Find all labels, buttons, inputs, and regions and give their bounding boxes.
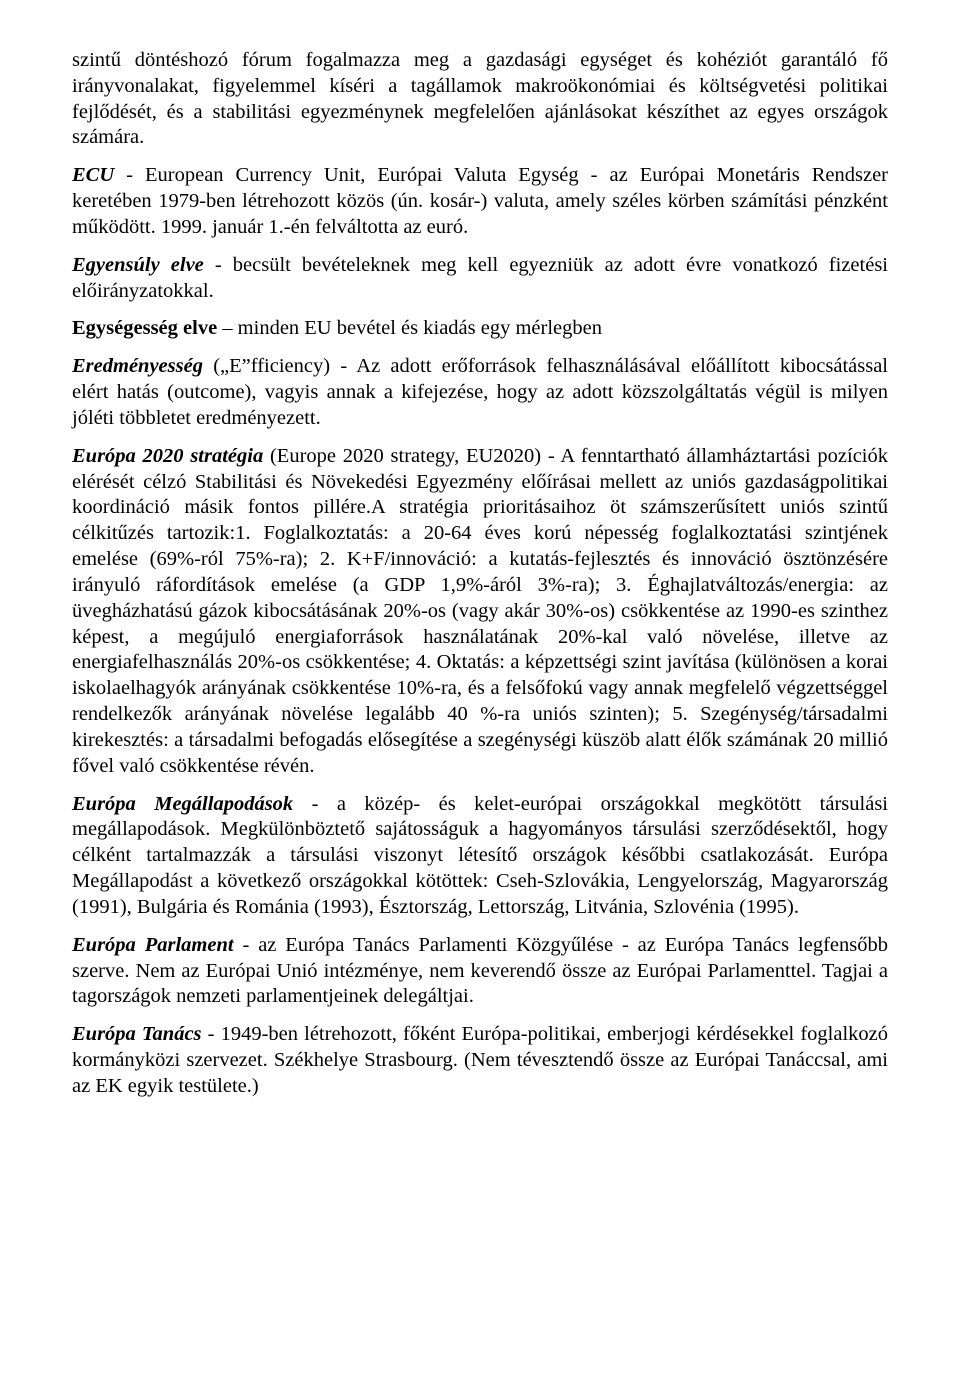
paragraph: szintű döntéshozó fórum fogalmazza meg a… xyxy=(72,48,888,151)
glossary-term: Egységesség elve xyxy=(72,317,217,339)
glossary-term: Egyensúly elve xyxy=(72,254,204,276)
glossary-term: ECU xyxy=(72,164,114,186)
body-text: (Europe 2020 strategy, EU2020) - A fennt… xyxy=(72,445,888,777)
paragraph: Európa Tanács - 1949-ben létrehozott, fő… xyxy=(72,1022,888,1099)
paragraph: Európa Megállapodások - a közép- és kele… xyxy=(72,792,888,921)
paragraph: Európa 2020 stratégia (Europe 2020 strat… xyxy=(72,444,888,780)
glossary-term: Európa 2020 stratégia xyxy=(72,445,263,467)
body-text: – minden EU bevétel és kiadás egy mérleg… xyxy=(217,317,602,339)
paragraph: Egységesség elve – minden EU bevétel és … xyxy=(72,316,888,342)
body-text: - European Currency Unit, Európai Valuta… xyxy=(72,164,888,238)
paragraph: Európa Parlament - az Európa Tanács Parl… xyxy=(72,933,888,1010)
glossary-term: Európa Megállapodások xyxy=(72,793,293,815)
document-page: szintű döntéshozó fórum fogalmazza meg a… xyxy=(0,0,960,1160)
paragraph: ECU - European Currency Unit, Európai Va… xyxy=(72,163,888,240)
paragraph: Eredményesség („E”fficiency) - Az adott … xyxy=(72,354,888,431)
body-text: szintű döntéshozó fórum fogalmazza meg a… xyxy=(72,49,888,148)
glossary-term: Európa Parlament xyxy=(72,934,234,956)
paragraph: Egyensúly elve - becsült bevételeknek me… xyxy=(72,253,888,305)
glossary-term: Európa Tanács xyxy=(72,1023,202,1045)
glossary-term: Eredményesség xyxy=(72,355,203,377)
